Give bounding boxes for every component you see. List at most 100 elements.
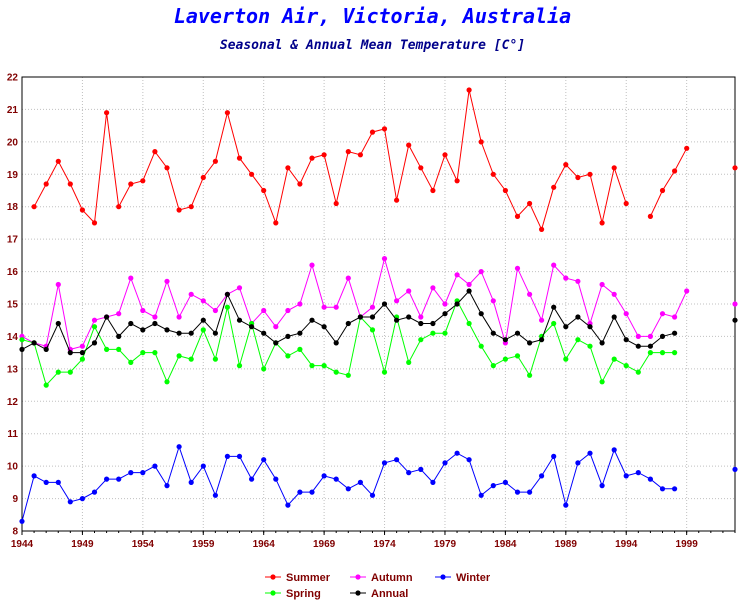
data-point-autumn xyxy=(599,281,605,288)
data-point-winter xyxy=(563,502,569,508)
data-point-spring xyxy=(128,359,134,365)
legend-label: Autumn xyxy=(371,572,413,584)
x-tick-label: 1964 xyxy=(253,539,276,550)
data-point-summer xyxy=(152,149,158,155)
data-point-autumn xyxy=(466,281,472,288)
data-point-winter xyxy=(104,476,110,482)
data-point-autumn xyxy=(164,278,170,284)
data-point-summer xyxy=(309,155,315,161)
data-point-annual xyxy=(164,327,170,333)
chart-subtitle: Seasonal & Annual Mean Temperature [C°] xyxy=(219,38,526,53)
legend-swatch-marker xyxy=(355,574,361,580)
data-point-annual xyxy=(647,343,654,349)
legend-swatch-marker xyxy=(355,590,361,596)
series-layer xyxy=(19,87,738,524)
data-point-summer xyxy=(345,149,351,155)
data-point-spring xyxy=(502,356,508,362)
data-point-annual xyxy=(91,340,98,346)
x-tick-label: 1949 xyxy=(71,539,94,550)
y-tick-label: 8 xyxy=(12,527,18,538)
data-point-summer xyxy=(200,174,206,181)
data-point-annual xyxy=(261,330,267,336)
data-point-spring xyxy=(635,369,641,375)
data-point-annual xyxy=(563,324,569,330)
data-point-annual xyxy=(659,333,666,339)
data-point-summer xyxy=(442,152,448,158)
data-point-winter xyxy=(575,460,581,466)
data-point-summer xyxy=(575,174,581,181)
series-line-winter xyxy=(21,445,675,522)
data-point-summer xyxy=(623,200,629,207)
x-tick-label: 1994 xyxy=(615,539,638,550)
data-point-annual xyxy=(188,330,194,336)
legend-label: Spring xyxy=(286,588,321,600)
data-point-autumn xyxy=(442,301,448,307)
data-point-winter xyxy=(188,479,194,485)
data-point-summer xyxy=(454,178,460,184)
data-point-autumn xyxy=(321,304,327,310)
data-point-spring xyxy=(381,369,388,375)
legend-item-winter: Winter xyxy=(435,572,491,584)
data-point-annual xyxy=(140,327,146,333)
data-point-annual xyxy=(249,324,255,330)
data-point-spring xyxy=(91,324,98,330)
series-annual xyxy=(19,288,738,356)
data-point-winter xyxy=(623,473,629,479)
y-tick-label: 15 xyxy=(7,300,19,311)
data-point-winter xyxy=(539,473,545,479)
data-point-winter xyxy=(599,483,605,489)
data-point-winter xyxy=(164,483,170,489)
series-line-summer xyxy=(649,148,688,217)
data-point-winter xyxy=(357,479,363,485)
data-point-autumn xyxy=(297,301,303,307)
data-point-autumn xyxy=(176,314,182,320)
data-point-spring xyxy=(79,356,85,362)
data-point-summer xyxy=(321,152,327,158)
x-tick-label: 1969 xyxy=(313,539,336,550)
data-point-annual xyxy=(19,346,25,352)
data-point-spring xyxy=(527,372,533,378)
data-point-spring xyxy=(164,379,170,385)
data-point-summer xyxy=(599,220,605,226)
data-point-summer xyxy=(563,162,569,168)
data-point-winter xyxy=(466,457,472,463)
data-point-annual xyxy=(273,340,279,346)
data-point-spring xyxy=(261,366,267,372)
y-tick-label: 12 xyxy=(7,397,19,408)
data-point-autumn xyxy=(418,314,424,320)
data-point-winter xyxy=(140,470,146,476)
data-point-annual xyxy=(104,314,110,320)
data-point-annual xyxy=(466,288,472,294)
data-point-summer xyxy=(249,171,255,177)
data-point-winter xyxy=(79,496,85,502)
data-point-summer xyxy=(285,165,291,171)
data-point-autumn xyxy=(369,304,376,310)
data-point-annual xyxy=(587,324,593,330)
legend-swatch-marker xyxy=(270,574,276,580)
x-tick-label: 1979 xyxy=(434,539,457,550)
data-point-annual xyxy=(369,314,376,320)
data-point-summer xyxy=(91,220,98,226)
data-point-summer xyxy=(67,181,73,187)
data-point-winter xyxy=(551,453,557,459)
data-point-summer xyxy=(466,87,472,93)
data-point-winter xyxy=(659,486,666,492)
data-point-summer xyxy=(672,168,678,174)
data-point-annual xyxy=(116,333,122,339)
data-point-spring xyxy=(599,379,605,385)
data-point-winter xyxy=(490,483,496,489)
data-point-autumn xyxy=(635,333,641,339)
data-point-winter xyxy=(297,489,303,495)
data-point-annual xyxy=(635,343,641,349)
data-point-spring xyxy=(188,356,194,362)
data-point-spring xyxy=(140,350,146,356)
data-point-autumn xyxy=(575,278,581,284)
legend-label: Annual xyxy=(371,588,408,600)
data-point-spring xyxy=(466,320,472,327)
data-point-winter xyxy=(200,463,206,469)
data-point-spring xyxy=(285,353,291,359)
data-point-autumn xyxy=(454,272,460,278)
data-point-spring xyxy=(406,359,412,365)
data-point-winter xyxy=(406,470,412,476)
data-point-summer xyxy=(273,220,279,226)
